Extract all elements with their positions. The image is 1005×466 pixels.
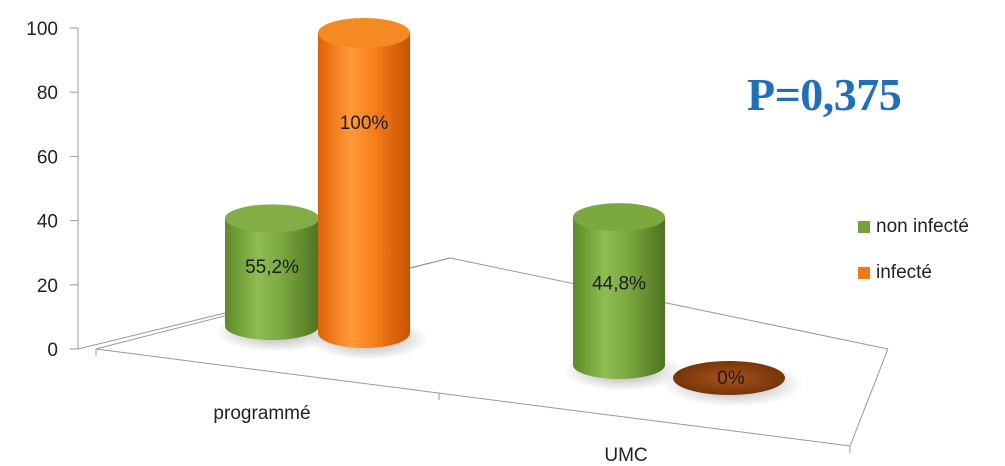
y-tick-label: 20 xyxy=(37,276,58,297)
p-value-annotation: P=0,375 xyxy=(747,69,902,120)
data-label: 55,2% xyxy=(245,257,299,278)
bar-UMC-non-infecté: 44,8% xyxy=(563,203,683,391)
y-axis-ticks: 0 20 40 60 80 100 xyxy=(26,19,78,361)
floor-back-edge xyxy=(449,257,889,350)
floor-front-edge xyxy=(95,348,851,447)
legend-swatch-green xyxy=(858,221,870,233)
data-label: 44,8% xyxy=(592,274,646,295)
bars: 55,2% 100% 44,8% 0% xyxy=(215,18,803,407)
legend-label-infecte: infecté xyxy=(876,262,932,283)
bar-programmé-non-infecté: 55,2% xyxy=(215,204,337,352)
bar-programmé-infecté: 100% xyxy=(308,18,428,360)
bar-body xyxy=(225,218,319,340)
bar-UMC-infecté: 0% xyxy=(663,361,803,407)
legend-item-non-infecte: non infecté xyxy=(858,212,969,242)
x-axis-tick-marks xyxy=(95,349,851,453)
data-label: 0% xyxy=(717,368,745,389)
bar-flat xyxy=(673,361,785,395)
bar-top xyxy=(225,204,319,233)
legend-label-non-infecte: non infecté xyxy=(876,216,969,237)
y-tick-label: 80 xyxy=(37,83,58,104)
bar-top xyxy=(318,18,410,48)
bar-top xyxy=(573,203,665,232)
legend-item-infecte: infecté xyxy=(858,258,969,288)
x-tick-label-umc: UMC xyxy=(604,445,647,466)
y-tick-label: 100 xyxy=(26,19,58,40)
y-tick-label: 40 xyxy=(37,212,58,233)
bar-body xyxy=(573,217,665,379)
data-label: 100% xyxy=(340,113,389,134)
legend-swatch-orange xyxy=(858,267,870,279)
y-tick-label: 60 xyxy=(37,147,58,168)
legend: non infecté infecté xyxy=(858,212,969,304)
bar-body xyxy=(318,33,410,348)
y-tick-label: 0 xyxy=(47,340,58,361)
x-tick-label-programme: programmé xyxy=(213,403,310,424)
floor-right-edge xyxy=(849,348,889,447)
